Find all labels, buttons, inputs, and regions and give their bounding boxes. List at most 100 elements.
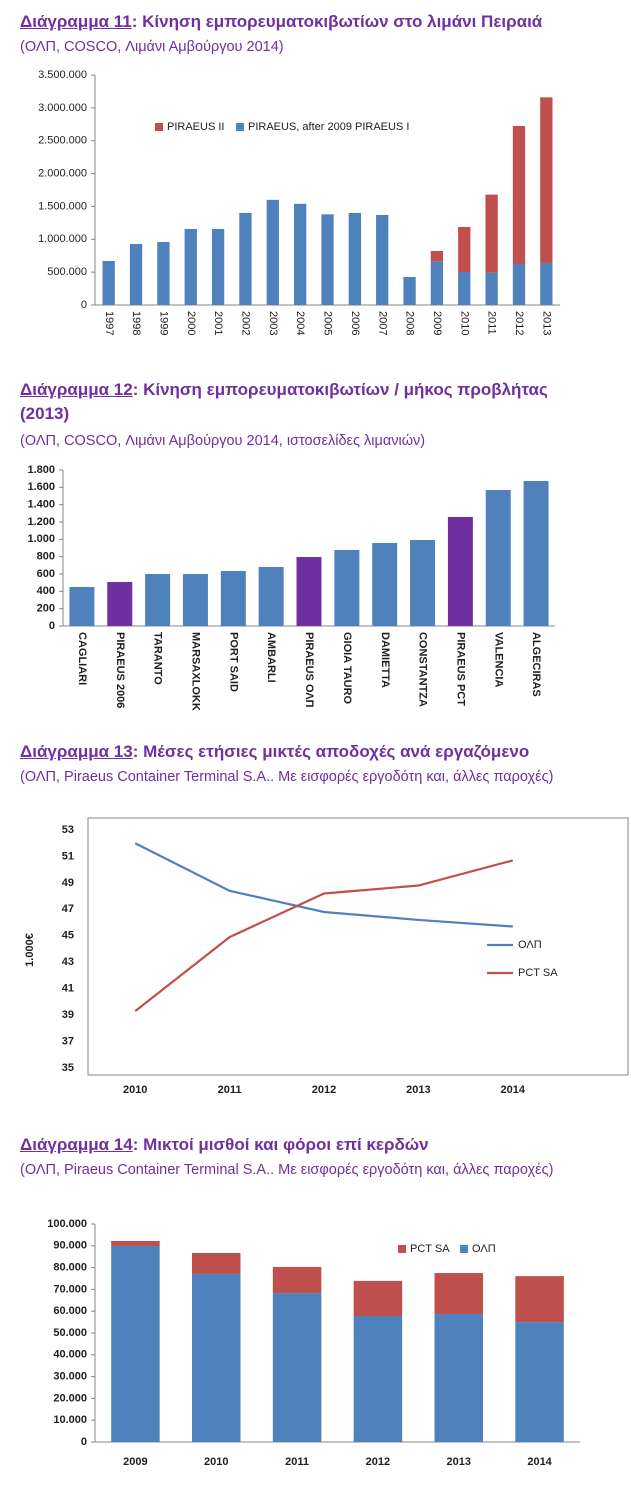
x-tick-label: 2002 — [240, 311, 252, 335]
legend-label: PIRAEUS II — [167, 121, 224, 133]
x-tick-label: ALGECIRAS — [530, 632, 542, 697]
bar-segment — [192, 1252, 241, 1274]
y-tick-label: 1.600 — [27, 481, 55, 493]
y-tick-label: 90.000 — [53, 1240, 87, 1252]
y-tick-label: 3.000.000 — [38, 102, 87, 114]
bar-segment — [293, 203, 307, 305]
chart-number: Διάγραμμα 11 — [20, 12, 132, 31]
legend-label: PCT SA — [518, 967, 558, 979]
plot-frame — [87, 817, 629, 1076]
y-tick-label: 41 — [62, 983, 74, 995]
y-tick-label: 600 — [37, 568, 55, 580]
y-tick-label: 53 — [62, 824, 74, 836]
bar-segment — [111, 1246, 160, 1442]
bar — [182, 574, 208, 626]
y-tick-label: 0 — [49, 620, 55, 632]
chart-title-text: : Μικτοί μισθοί και φόροι επί κερδών — [132, 1135, 429, 1154]
bar — [410, 540, 436, 626]
x-tick-label: CAGLIARI — [76, 632, 88, 685]
y-tick-label: 50.000 — [53, 1327, 87, 1339]
y-tick-label: 37 — [62, 1035, 74, 1047]
bar-segment — [512, 263, 526, 305]
x-tick-label: 2004 — [294, 311, 306, 335]
bar-segment — [157, 241, 170, 305]
chart-title-text: : Κίνηση εμπορευματοκιβωτίων / μήκος προ… — [20, 380, 548, 423]
bar-segment — [129, 244, 143, 305]
x-tick-label: 2006 — [349, 311, 361, 335]
legend-label: PCT SA — [410, 1243, 450, 1255]
chart-number: Διάγραμμα 14 — [20, 1135, 133, 1154]
y-tick-label: 1.400 — [27, 499, 55, 511]
bar-segment — [540, 262, 553, 305]
x-tick-label: 2014 — [501, 1084, 526, 1096]
x-tick-label: 2007 — [376, 311, 388, 335]
chart-subtitle: (ΟΛΠ, COSCO, Λιμάνι Αμβούργου 2014) — [20, 39, 284, 55]
bar-segment — [192, 1273, 241, 1442]
bar — [296, 557, 322, 626]
x-tick-label: 2013 — [540, 311, 552, 335]
y-tick-label: 0 — [81, 1436, 87, 1448]
bar — [69, 587, 95, 626]
y-tick-label: 43 — [62, 956, 74, 968]
y-tick-label: 47 — [62, 903, 74, 915]
y-tick-label: 10.000 — [53, 1414, 87, 1426]
x-tick-label: 2010 — [458, 311, 470, 335]
x-tick-label: 2009 — [431, 311, 443, 335]
bar-segment — [239, 213, 252, 305]
y-tick-label: 0 — [81, 299, 87, 311]
x-tick-label: VALENCIA — [492, 632, 504, 687]
bar — [220, 570, 246, 626]
bar-segment — [376, 214, 389, 305]
y-tick-label: 45 — [62, 930, 74, 942]
bar-segment — [434, 1273, 483, 1315]
x-tick-label: 2012 — [513, 311, 525, 335]
x-tick-label: PIRAEUS 2006 — [114, 632, 126, 708]
y-tick-label: 1.200 — [27, 516, 55, 528]
x-tick-label: PIRAEUS PCT — [454, 632, 466, 706]
legend-swatch — [398, 1245, 406, 1253]
x-tick-label: 1998 — [130, 311, 142, 335]
y-tick-label: 49 — [62, 877, 74, 889]
chart-title: Διάγραμμα 13: Μέσες ετήσιες μικτές αποδο… — [20, 740, 630, 764]
x-tick-label: 2010 — [204, 1456, 228, 1468]
x-tick-label: CONSTANTZA — [417, 632, 429, 707]
y-tick-label: 3.500.000 — [38, 69, 87, 81]
y-tick-label: 70.000 — [53, 1283, 87, 1295]
bar-segment — [458, 272, 471, 305]
line-series — [134, 859, 514, 1013]
chart-number: Διάγραμμα 13 — [20, 742, 133, 761]
x-tick-label: TARANTO — [152, 632, 164, 685]
y-tick-label: 20.000 — [53, 1392, 87, 1404]
bar-segment — [430, 261, 444, 305]
line-series — [134, 842, 513, 928]
y-tick-label: 1.000.000 — [38, 233, 87, 245]
x-tick-label: 2003 — [267, 311, 279, 335]
bar — [145, 574, 171, 626]
y-tick-label: 500.000 — [47, 266, 87, 278]
x-tick-label: GIOIA TAURO — [341, 632, 353, 705]
y-tick-label: 80.000 — [53, 1262, 87, 1274]
bar-segment — [111, 1241, 160, 1247]
bar — [372, 542, 398, 626]
x-tick-label: AMBARLI — [265, 632, 277, 683]
y-tick-label: 2.000.000 — [38, 167, 87, 179]
y-tick-label: 35 — [62, 1062, 74, 1074]
chart-title: Διάγραμμα 14: Μικτοί μισθοί και φόροι επ… — [20, 1133, 630, 1157]
bar-segment — [485, 272, 498, 305]
y-tick-label: 1.000 — [27, 533, 55, 545]
bar-segment — [403, 277, 416, 305]
x-tick-label: 2011 — [285, 1456, 309, 1468]
y-tick-label: 1.500.000 — [38, 200, 87, 212]
chart-title-text: : Κίνηση εμπορευματοκιβωτίων στο λιμάνι … — [131, 12, 543, 31]
bar-segment — [540, 97, 553, 263]
chart-subtitle: (ΟΛΠ, Piraeus Container Terminal S.A.. Μ… — [20, 769, 554, 785]
legend-swatch — [460, 1245, 468, 1253]
bar-segment — [102, 260, 115, 305]
y-tick-label: 100.000 — [47, 1218, 87, 1230]
x-tick-label: 2012 — [366, 1456, 390, 1468]
x-tick-label: DAMIETTA — [379, 632, 391, 688]
bar-segment — [348, 213, 362, 305]
x-tick-label: 1997 — [103, 311, 115, 335]
chart-subtitle: (ΟΛΠ, COSCO, Λιμάνι Αμβούργου 2014, ιστο… — [20, 433, 426, 449]
y-tick-label: 200 — [37, 603, 55, 615]
